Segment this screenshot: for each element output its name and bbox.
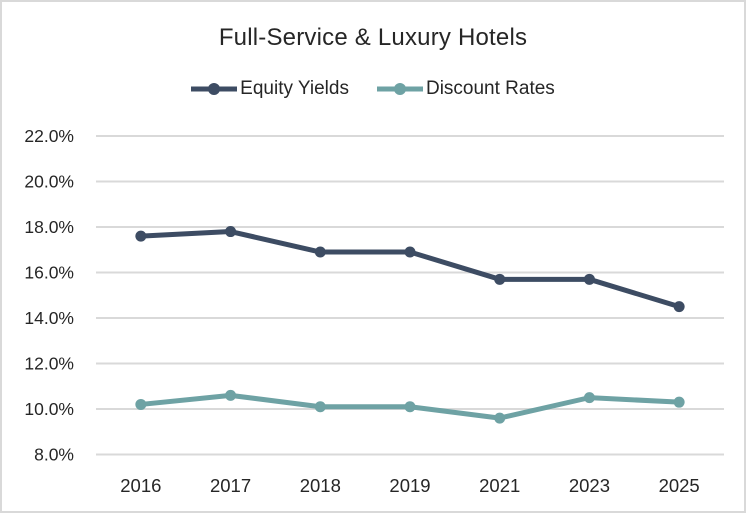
legend-label-discount-rates: Discount Rates <box>425 78 555 99</box>
chart-legend: Equity Yields Discount Rates <box>2 78 744 100</box>
discount-rates-data-point-marker <box>314 401 326 413</box>
x-axis-tick-label: 2016 <box>120 475 161 496</box>
y-axis-tick-label: 12.0% <box>24 354 74 374</box>
y-axis-tick-label: 14.0% <box>24 308 74 328</box>
chart-title: Full-Service & Luxury Hotels <box>218 24 528 51</box>
legend-label-equity-yields: Equity Yields <box>240 78 349 99</box>
discount-rates-data-point-marker <box>225 389 237 401</box>
y-axis-tick-label: 10.0% <box>24 399 74 419</box>
equity-yields-line <box>138 229 682 310</box>
y-axis-tick-label: 20.0% <box>24 172 74 192</box>
equity-yields-data-point-marker <box>673 301 685 313</box>
equity-yields-legend-marker-icon <box>191 83 238 95</box>
legend-item-equity-yields: Equity Yields <box>191 78 349 100</box>
discount-rates-legend-marker-icon <box>376 83 423 95</box>
x-axis-tick-label: 2025 <box>659 475 700 496</box>
equity-yields-data-point-marker <box>404 246 416 258</box>
x-axis-tick-label: 2018 <box>300 475 341 496</box>
legend-item-discount-rates: Discount Rates <box>376 78 555 100</box>
x-axis-tick-label: 2023 <box>569 475 610 496</box>
y-axis-tick-label: 22.0% <box>24 126 74 146</box>
x-axis-tick-label: 2017 <box>210 475 251 496</box>
y-axis-tick-label: 8.0% <box>34 445 74 465</box>
discount-rates-data-point-marker <box>494 412 506 424</box>
y-axis-tick-label: 16.0% <box>24 263 74 283</box>
discount-rates-data-point-marker <box>404 401 416 413</box>
discount-rates-data-point-marker <box>135 398 147 410</box>
equity-yields-data-point-marker <box>583 273 595 285</box>
discount-rates-data-point-marker <box>673 396 685 408</box>
discount-rates-data-point-marker <box>583 392 595 404</box>
equity-yields-data-point-marker <box>225 226 237 238</box>
equity-yields-data-point-marker <box>314 246 326 258</box>
x-axis-tick-label: 2019 <box>389 475 430 496</box>
equity-yields-data-point-marker <box>135 230 147 242</box>
x-axis-tick-label: 2021 <box>479 475 520 496</box>
y-axis-tick-label: 18.0% <box>24 217 74 237</box>
equity-yields-data-point-marker <box>494 273 506 285</box>
